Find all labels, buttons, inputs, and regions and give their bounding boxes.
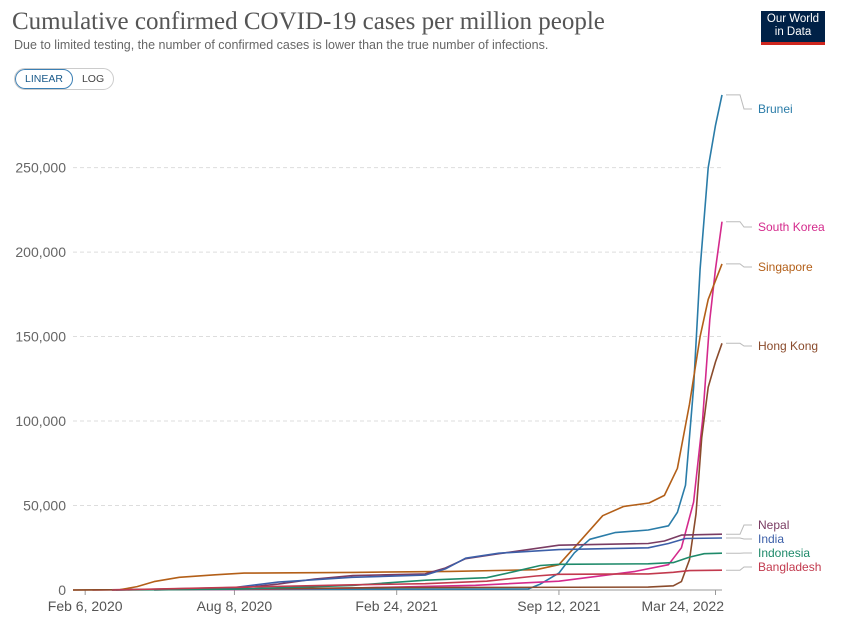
- series-line-singapore[interactable]: [72, 263, 723, 591]
- series-label-connector: [726, 221, 752, 228]
- x-axis: Feb 6, 2020 Aug 8, 2020 Feb 24, 2021 Sep 12…: [48, 589, 725, 614]
- series-label-nepal[interactable]: Nepal: [758, 518, 789, 532]
- series-line-south-korea[interactable]: [92, 221, 723, 591]
- series-label-south-korea[interactable]: South Korea: [758, 220, 825, 234]
- series-line-nepal[interactable]: [154, 533, 723, 591]
- owid-logo[interactable]: Our World in Data: [761, 11, 825, 45]
- log-scale-button[interactable]: LOG: [81, 73, 105, 85]
- series-label-india[interactable]: India: [758, 532, 784, 546]
- y-tick-label: 100,000: [15, 413, 66, 429]
- logo-line-2: in Data: [774, 26, 812, 38]
- series-lines: [72, 94, 723, 591]
- series-label-singapore[interactable]: Singapore: [758, 260, 813, 274]
- x-tick-label: Feb 6, 2020: [48, 598, 123, 614]
- series-line-hong-kong[interactable]: [72, 343, 723, 591]
- y-tick-label: 0: [58, 582, 66, 598]
- series-label-connector: [726, 524, 752, 535]
- series-label-connector: [726, 94, 752, 110]
- x-tick-label: Feb 24, 2021: [355, 598, 438, 614]
- series-label-indonesia[interactable]: Indonesia: [758, 546, 810, 560]
- gridlines: [73, 167, 722, 507]
- series-line-india[interactable]: [115, 537, 723, 591]
- y-tick-label: 250,000: [15, 160, 66, 176]
- y-tick-label: 50,000: [23, 498, 66, 514]
- x-tick-label: Aug 8, 2020: [197, 598, 273, 614]
- x-tick-label: Mar 24, 2022: [642, 598, 725, 614]
- series-label-hong-kong[interactable]: Hong Kong: [758, 339, 818, 353]
- series-label-connector: [726, 342, 752, 347]
- y-tick-label: 150,000: [15, 329, 66, 345]
- y-tick-label: 200,000: [15, 244, 66, 260]
- chart-subtitle: Due to limited testing, the number of co…: [14, 38, 549, 52]
- series-label-bangladesh[interactable]: Bangladesh: [758, 560, 821, 574]
- chart-title: Cumulative confirmed COVID-19 cases per …: [12, 8, 605, 35]
- series-line-bangladesh[interactable]: [111, 569, 723, 591]
- series-label-connector: [726, 566, 752, 571]
- series-label-brunei[interactable]: Brunei: [758, 102, 793, 116]
- y-axis: 0 50,000 100,000 150,000 200,000 250,000: [15, 160, 66, 598]
- x-tick-label: Sep 12, 2021: [517, 598, 601, 614]
- linear-scale-button[interactable]: LINEAR: [15, 69, 73, 89]
- series-label-connector: [726, 537, 752, 540]
- logo-line-1: Our World: [766, 13, 820, 25]
- series-line-brunei[interactable]: [111, 94, 723, 591]
- scale-toggle[interactable]: LINEAR LOG: [14, 68, 115, 90]
- series-labels: Brunei South Korea Singapore Hong Kong Nepal…: [726, 94, 825, 574]
- series-label-connector: [726, 263, 752, 268]
